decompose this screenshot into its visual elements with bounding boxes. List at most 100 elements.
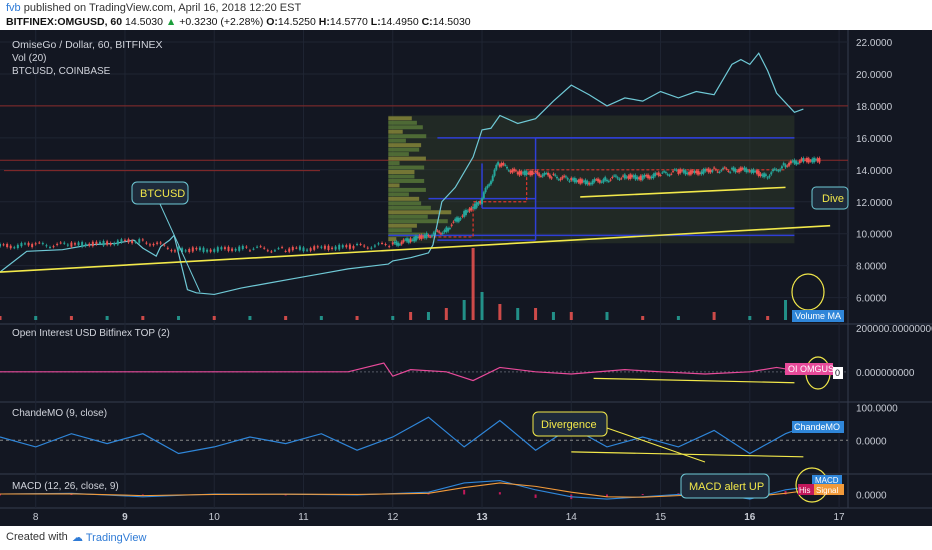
candle (393, 241, 396, 244)
volume-bar (391, 316, 395, 320)
candle (759, 173, 762, 176)
candle (195, 247, 198, 250)
indicator-y-tick-label: 0.0000 (856, 436, 887, 447)
candle (59, 242, 62, 244)
volume-profile-bar (388, 237, 397, 242)
volume-profile-bar (388, 192, 409, 197)
x-tick-label: 14 (566, 512, 578, 523)
published-text: published on TradingView.com, April 16, … (20, 2, 302, 14)
candle (675, 169, 678, 171)
author-link[interactable]: fvb (6, 2, 21, 14)
candle (77, 242, 80, 246)
candle (429, 236, 432, 238)
candle (584, 179, 587, 185)
candle (202, 247, 205, 252)
candle (223, 247, 226, 250)
candle (277, 248, 280, 250)
candle (423, 234, 426, 239)
candle (659, 175, 662, 177)
candle (568, 180, 571, 182)
candle (529, 170, 532, 176)
candle (391, 242, 394, 245)
candle (525, 171, 528, 175)
dive-callout[interactable] (811, 186, 849, 210)
candle (689, 170, 692, 175)
candle (613, 175, 616, 177)
candle (704, 168, 707, 172)
candle (145, 242, 148, 244)
candle (345, 245, 348, 248)
candle (414, 235, 417, 241)
candle (472, 207, 475, 209)
candle (181, 248, 184, 253)
macd-histogram-bar (784, 491, 787, 495)
chart-canvas[interactable]: 8 9 10 11 12 13 14 15 16 17 22.0000 20.0000 18.0000 1… (0, 30, 932, 526)
chandemo-tag (792, 421, 844, 433)
candle (793, 159, 796, 164)
candle (507, 170, 510, 172)
candle (541, 174, 544, 177)
oi-tag (785, 363, 833, 375)
candle (668, 175, 671, 177)
volume-bar (712, 312, 716, 320)
candle (156, 242, 159, 244)
volume-bar (551, 312, 555, 320)
candle (679, 169, 682, 174)
vol-legend: Vol (20) (12, 53, 46, 64)
candle (138, 239, 141, 243)
candle (677, 170, 680, 174)
candle (295, 247, 298, 249)
volume-profile-bar (388, 183, 400, 188)
candle (0, 243, 1, 247)
y-tick-label: 10.0000 (856, 230, 893, 241)
chart-area[interactable]: 8 9 10 11 12 13 14 15 16 17 22.0000 20.0000 18.0000 1… (0, 30, 932, 526)
divergence-callout[interactable] (532, 411, 608, 437)
candle (570, 177, 573, 181)
candle (532, 172, 535, 174)
candle (327, 245, 330, 250)
candle (263, 247, 266, 249)
candle (682, 169, 685, 173)
candle (493, 169, 496, 176)
candle (564, 176, 567, 178)
tradingview-logo-icon[interactable]: ☁ TradingView (72, 532, 147, 544)
volume-bar (471, 248, 475, 320)
candle (652, 174, 655, 179)
candle (441, 232, 444, 234)
candle (443, 230, 446, 233)
macd-alert-callout[interactable] (680, 473, 770, 499)
volume-bar (462, 300, 466, 320)
candle (313, 246, 316, 250)
high-value: 14.5770 (329, 16, 368, 28)
volume-bar (177, 316, 181, 320)
candle (788, 162, 791, 166)
candle (16, 244, 19, 249)
candle (316, 246, 319, 248)
candle (216, 247, 219, 252)
btc-overlay-line (0, 52, 804, 296)
indicator-y-tick-label: 0.000000000 (856, 368, 915, 379)
candle (459, 218, 462, 220)
open-label: O: (266, 16, 278, 28)
candle (752, 169, 755, 173)
candle (348, 244, 351, 249)
volume-bar (248, 316, 252, 320)
volume-profile-bar (388, 223, 417, 228)
candle (775, 169, 778, 171)
volume-profile-bar (388, 187, 426, 192)
candle (141, 239, 144, 241)
candle (579, 178, 582, 184)
candle (134, 241, 137, 243)
candle (548, 174, 551, 178)
y-tick-label: 16.0000 (856, 134, 893, 145)
candle (38, 242, 41, 244)
candle (331, 247, 334, 249)
footer: Created with ☁ TradingView (0, 526, 932, 550)
candle (770, 172, 773, 175)
candle (209, 249, 212, 252)
candle (622, 175, 625, 177)
candle (618, 178, 621, 180)
volume-bar (284, 316, 288, 320)
candle (543, 172, 546, 176)
candle (395, 241, 398, 246)
